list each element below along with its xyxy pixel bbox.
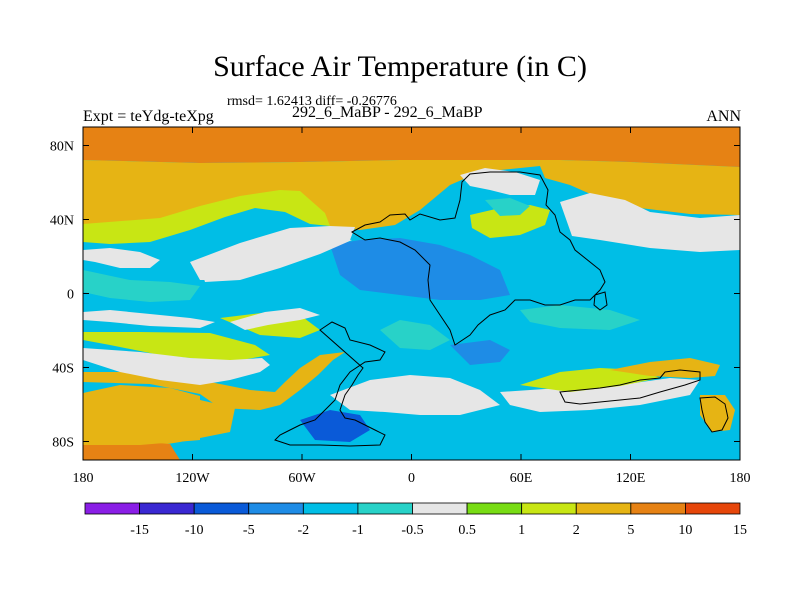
right-subtitle: ANN <box>706 108 741 125</box>
field-region <box>83 248 160 268</box>
coastline <box>559 369 701 405</box>
x-tick-label: 60E <box>510 471 533 486</box>
x-tick-label: 0 <box>408 471 415 486</box>
colorbar-label: -5 <box>243 523 255 538</box>
field-region <box>485 198 530 216</box>
y-tick-label: 40N <box>50 214 74 229</box>
colorbar-swatch <box>139 502 195 515</box>
x-tick-label: 180 <box>73 471 94 486</box>
colorbar-swatch <box>521 502 577 515</box>
temperature-field <box>83 127 740 460</box>
colorbar: -15 -10 -5 -2 -1 -0.5 0.5 1 2 5 10 15 <box>84 502 747 538</box>
field-region <box>83 270 200 302</box>
colorbar-swatch <box>630 502 686 515</box>
field-region <box>560 193 740 252</box>
colorbar-label: 5 <box>627 523 634 538</box>
field-region <box>460 168 540 195</box>
colorbar-label: -0.5 <box>401 523 423 538</box>
field-region <box>610 358 720 378</box>
field-region <box>200 238 352 282</box>
field-region <box>230 308 320 330</box>
colorbar-label: -15 <box>130 523 149 538</box>
colorbar-label: 1 <box>518 523 525 538</box>
colorbar-swatch <box>357 502 413 515</box>
field-region <box>700 395 735 432</box>
x-tick-label: 180 <box>730 471 751 486</box>
x-tick-label: 60W <box>288 471 316 486</box>
coastline <box>274 321 386 447</box>
colorbar-swatch <box>575 502 632 515</box>
left-subtitle: Expt = teYdg-teXpg <box>83 108 214 125</box>
field-region <box>380 320 450 350</box>
colorbar-label: 10 <box>678 523 692 538</box>
colorbar-label: -10 <box>185 523 204 538</box>
field-region <box>500 378 700 412</box>
field-region <box>83 352 345 410</box>
colorbar-label: 2 <box>573 523 580 538</box>
y-tick-label: 0 <box>67 288 74 303</box>
x-tick-label: 120E <box>616 471 646 486</box>
field-region <box>83 190 330 244</box>
colorbar-swatch <box>84 502 140 515</box>
colorbar-swatch <box>302 502 359 515</box>
colorbar-swatch <box>685 502 741 515</box>
coastline <box>593 291 608 311</box>
colorbar-label: -2 <box>297 523 309 538</box>
y-tick-label: 80N <box>50 140 74 155</box>
coastline <box>350 171 606 346</box>
field-region <box>330 238 510 300</box>
x-tick-label: 120W <box>175 471 210 486</box>
field-region <box>470 205 550 238</box>
field-region <box>520 305 640 330</box>
field-region <box>83 332 270 362</box>
colorbar-label: 0.5 <box>458 523 476 538</box>
axes: 180 120W 60W 0 60E 120E 180 80N 40N 0 40S 80S <box>50 127 751 486</box>
y-tick-label: 40S <box>52 362 74 377</box>
field-region <box>520 368 660 392</box>
field-region <box>330 375 500 415</box>
field-region <box>450 340 510 365</box>
field-region <box>83 127 740 167</box>
chart-title: Surface Air Temperature (in C) <box>213 50 587 83</box>
field-region <box>83 385 200 445</box>
stats-line: rmsd= 1.62413 diff= -0.26776 <box>227 94 397 109</box>
coastline-outlines <box>274 171 729 447</box>
y-tick-label: 80S <box>52 436 74 451</box>
field-region <box>83 310 215 328</box>
colorbar-label: 15 <box>733 523 747 538</box>
field-region <box>83 160 740 236</box>
field-region <box>83 348 270 385</box>
center-subtitle: 292_6_MaBP - 292_6_MaBP <box>292 104 483 121</box>
colorbar-swatch <box>193 502 250 515</box>
colorbar-swatch <box>248 502 304 515</box>
colorbar-label: -1 <box>352 523 364 538</box>
colorbar-swatch <box>466 502 523 515</box>
coastline <box>699 396 729 433</box>
colorbar-swatch <box>412 502 468 515</box>
